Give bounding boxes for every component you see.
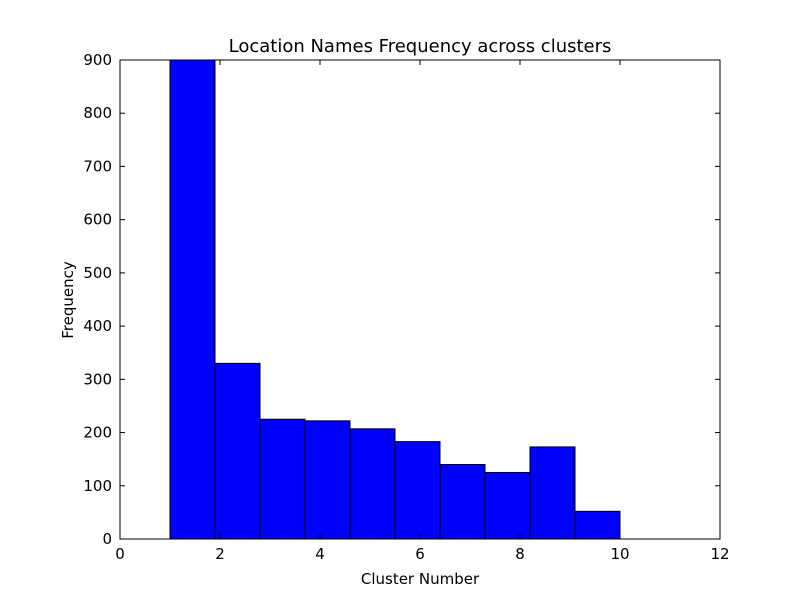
histogram-bar-5 bbox=[349, 428, 396, 540]
x-tick-label-10: 10 bbox=[610, 545, 629, 563]
y-tick-label-0: 0 bbox=[102, 530, 112, 548]
histogram-bar-1 bbox=[169, 59, 216, 540]
histogram-bar-8 bbox=[484, 471, 531, 540]
x-tick-label-0: 0 bbox=[115, 545, 125, 563]
histogram-bar-6 bbox=[394, 441, 441, 540]
y-tick-label-300: 300 bbox=[83, 370, 112, 388]
bars-layer bbox=[169, 59, 621, 540]
chart-title: Location Names Frequency across clusters bbox=[229, 36, 612, 57]
x-tick-label-4: 4 bbox=[315, 545, 325, 563]
y-tick-label-100: 100 bbox=[83, 477, 112, 495]
y-tick-label-800: 800 bbox=[83, 104, 112, 122]
x-tick-label-6: 6 bbox=[415, 545, 425, 563]
x-tick-label-2: 2 bbox=[215, 545, 225, 563]
y-tick-label-700: 700 bbox=[83, 157, 112, 175]
y-tick-label-900: 900 bbox=[83, 51, 112, 69]
histogram-bar-7 bbox=[439, 463, 486, 540]
histogram-bar-3 bbox=[259, 418, 306, 540]
histogram-bar-10 bbox=[574, 510, 621, 540]
x-tick-label-8: 8 bbox=[515, 545, 525, 563]
histogram-bar-2 bbox=[214, 362, 261, 540]
y-tick-label-600: 600 bbox=[83, 211, 112, 229]
x-axis-label: Cluster Number bbox=[361, 570, 480, 588]
ticks-layer: 0 2 4 6 8 10 12 0 100 200 300 400 500 600 700 800 900 bbox=[83, 51, 729, 563]
y-tick-label-200: 200 bbox=[83, 424, 112, 442]
y-axis-label: Frequency bbox=[59, 261, 77, 339]
histogram-bar-4 bbox=[304, 420, 351, 540]
y-tick-label-400: 400 bbox=[83, 317, 112, 335]
x-tick-label-12: 12 bbox=[710, 545, 729, 563]
y-tick-label-500: 500 bbox=[83, 264, 112, 282]
histogram-bar-9 bbox=[529, 446, 576, 540]
